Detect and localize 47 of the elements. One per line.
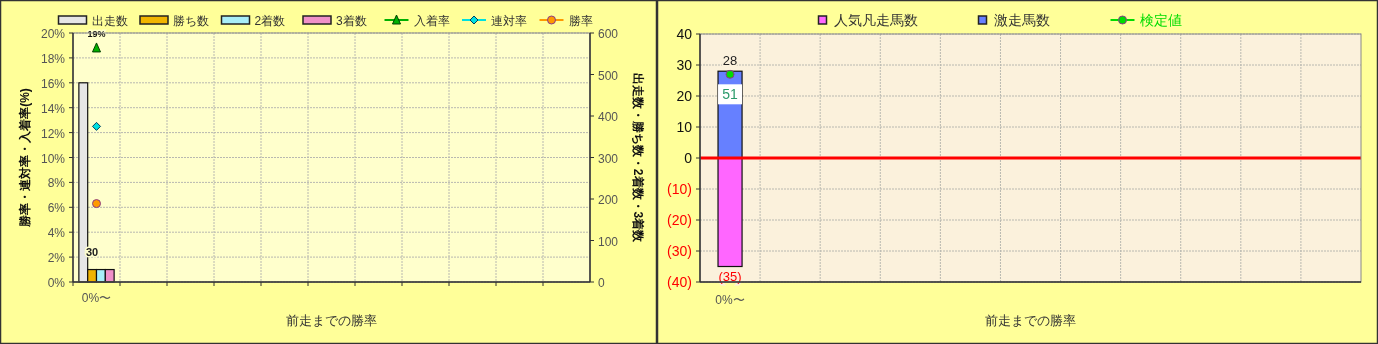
legend-label: 3着数: [336, 14, 367, 28]
y2-tick-label: 400: [598, 110, 619, 124]
y-tick-label: 14%: [40, 101, 66, 116]
legend-label: 2着数: [254, 14, 286, 28]
y-tick-label: 30: [676, 57, 693, 73]
y-tick-label: 8%: [47, 176, 66, 191]
legend-label: 出走数: [91, 14, 128, 28]
data-label: (35): [718, 268, 742, 284]
y2-tick-label: 500: [598, 68, 619, 83]
y2-tick-label: 600: [598, 27, 619, 41]
legend-label: 勝ち数: [173, 14, 209, 28]
y-tick-label: (20): [667, 212, 692, 228]
y2-tick-label: 100: [598, 234, 619, 249]
y2-axis-title: 出走数・勝ち数・2着数・3着数: [631, 72, 645, 244]
y-tick-label: 6%: [47, 201, 66, 216]
y-tick-label: 20%: [40, 27, 66, 41]
x-axis-title: 前走までの勝率: [985, 313, 1076, 328]
x-tick-label: 0%〜: [715, 293, 745, 307]
y-tick-label: 2%: [47, 251, 66, 266]
x-axis-title: 前走までの勝率: [286, 313, 377, 328]
annotation: 51: [722, 86, 739, 103]
y-axis-title: 勝率・連対率・入着率(%): [18, 88, 32, 228]
y-tick-label: (40): [667, 274, 692, 290]
legend-label: 検定値: [1139, 12, 1182, 28]
y-tick-label: 40: [676, 26, 693, 42]
y-tick-label: 16%: [40, 76, 66, 91]
x-tick-label: 0%〜: [81, 291, 112, 305]
y-tick-label: (10): [667, 181, 692, 197]
legend-label: 激走馬数: [993, 12, 1050, 28]
legend-label: 入着率: [413, 14, 450, 28]
y-tick-label: 20: [676, 88, 693, 104]
data-label: 28: [722, 53, 738, 69]
y2-tick-label: 300: [598, 151, 619, 166]
y-tick-label: 0%: [47, 276, 66, 290]
y-tick-label: 18%: [40, 51, 66, 66]
legend-label: 勝率: [568, 14, 593, 28]
y-tick-label: 10%: [40, 151, 66, 166]
y-tick-label: 0: [684, 150, 693, 166]
y-tick-label: 4%: [47, 226, 66, 241]
y-tick-label: (30): [667, 243, 692, 259]
y-tick-label: 10: [676, 119, 693, 135]
y-tick-label: 12%: [40, 126, 66, 141]
y2-tick-label: 0: [598, 276, 605, 290]
legend-label: 連対率: [491, 14, 527, 28]
legend-label: 人気凡走馬数: [833, 12, 918, 28]
data-label: 19%: [87, 28, 106, 39]
y2-tick-label: 200: [598, 193, 619, 207]
